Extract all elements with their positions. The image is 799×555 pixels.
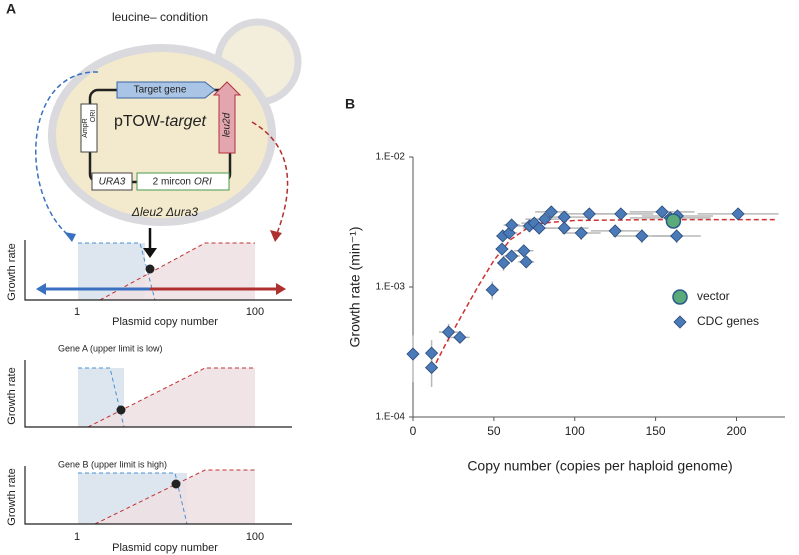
ampr: AmpR [82, 118, 89, 137]
x-tick-label: 50 [487, 424, 501, 438]
target-gene-arrow [116, 81, 216, 99]
arrow-head [270, 230, 282, 242]
point [425, 361, 439, 375]
two-micron: 2 mircon [153, 177, 191, 188]
ampr-box [80, 103, 98, 153]
strain: Δleu2 Δura3 [131, 205, 198, 219]
point [502, 226, 516, 240]
x-label: Plasmid copy number [112, 542, 218, 554]
point [485, 283, 499, 297]
red-curve [99, 242, 255, 301]
arrow-head [276, 283, 286, 295]
ura3: URA3 [99, 177, 126, 188]
y-tick-label: 1.E-04 [376, 412, 406, 423]
y-tick-label: 1.E-03 [376, 282, 406, 293]
y-label: Growth rate [6, 243, 18, 300]
point [608, 224, 622, 238]
arrow-head [143, 248, 157, 258]
red-area [100, 243, 255, 300]
y-axis-title: Growth rate (min⁻¹) [347, 227, 363, 348]
intersection [116, 405, 126, 415]
arrow-head [36, 283, 46, 295]
two-micron-box [136, 172, 230, 191]
legend-label: vector [697, 289, 730, 303]
blue-dashed-arrow [35, 71, 99, 239]
point [557, 221, 571, 235]
point [497, 256, 511, 270]
red-dashed-arrow [251, 121, 289, 237]
leu2d-arrow [212, 81, 242, 154]
point [505, 218, 519, 232]
point [670, 229, 684, 243]
fit-curve [431, 218, 777, 371]
y-label: Growth rate [6, 468, 18, 525]
point [574, 226, 588, 240]
x-tick-label: 100 [246, 531, 264, 543]
plot-title: Gene B (upper limit is high) [58, 459, 167, 469]
x-axis-title: Copy number (copies per haploid genome) [467, 458, 732, 474]
plasmid-name: pTOW- [114, 113, 165, 130]
red-curve [94, 469, 255, 525]
axes [24, 240, 292, 301]
point [544, 205, 558, 219]
legend-marker [673, 315, 687, 329]
point [505, 249, 519, 263]
x-tick-label: 1 [74, 306, 80, 318]
ura3-box [91, 172, 133, 191]
point [495, 242, 509, 256]
point [655, 205, 669, 219]
legend-label: CDC genes [697, 314, 759, 328]
point [614, 207, 628, 221]
condition: leucine– condition [112, 10, 208, 24]
point [453, 330, 467, 344]
legend-marker [672, 289, 688, 305]
panel-label: B [345, 96, 355, 112]
red-curve [87, 367, 255, 428]
red-area [95, 470, 255, 524]
intersection [171, 479, 181, 489]
two-micron-ori: ORI [194, 177, 212, 188]
x-tick-label: 100 [565, 424, 585, 438]
point [557, 210, 571, 224]
x-tick-label: 200 [726, 424, 746, 438]
point [665, 213, 682, 229]
y-tick-label: 1.E-02 [376, 152, 406, 163]
y-label: Growth rate [6, 367, 18, 424]
arrow-head [64, 232, 76, 242]
axes [24, 466, 292, 525]
axes [24, 360, 292, 428]
point [532, 221, 546, 235]
blue-curve [78, 242, 156, 301]
point [538, 212, 552, 226]
point [517, 244, 531, 258]
point [635, 229, 649, 243]
panel-label: A [6, 1, 16, 17]
x-tick-label: 0 [410, 424, 417, 438]
red-area [88, 368, 255, 427]
plot-title: Gene A (upper limit is low) [58, 343, 163, 353]
ori: ORI [90, 110, 97, 123]
x-tick-label: 1 [74, 531, 80, 543]
intersection [145, 264, 155, 274]
point [519, 255, 533, 269]
plasmid-name-italic: target [165, 113, 206, 130]
x-tick-label: 100 [246, 306, 264, 318]
target-gene: Target gene [134, 85, 187, 96]
point [406, 347, 420, 361]
point [442, 325, 456, 339]
x-tick-label: 150 [646, 424, 666, 438]
leu2d: leu2d [222, 112, 233, 137]
point [425, 346, 439, 360]
point [582, 207, 596, 221]
x-label: Plasmid copy number [112, 316, 218, 328]
point [731, 207, 745, 221]
